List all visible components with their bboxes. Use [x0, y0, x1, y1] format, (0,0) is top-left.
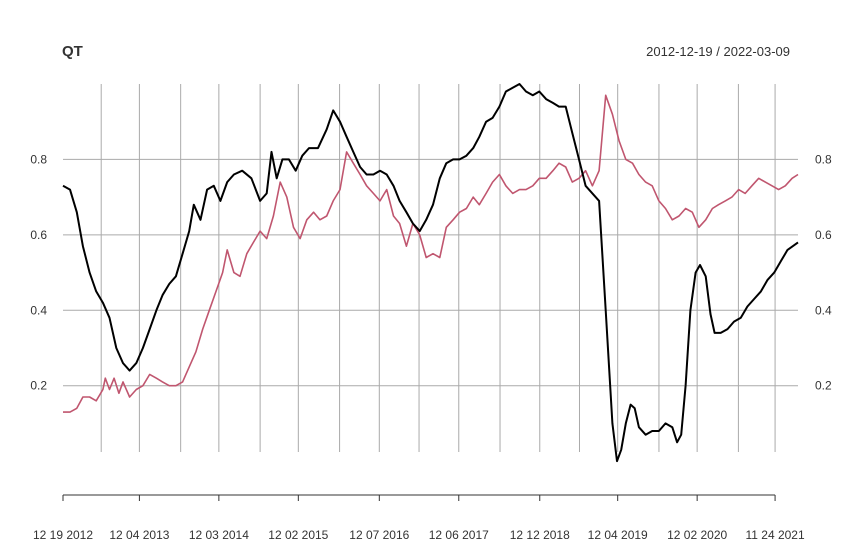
chart-date-range: 2012-12-19 / 2022-03-09 — [646, 44, 790, 59]
x-tick-label: 12 19 2012 — [33, 528, 93, 542]
x-tick-label: 12 04 2013 — [109, 528, 169, 542]
y-tick-label-right: 0.4 — [815, 303, 832, 317]
y-axis-left: 0.2 0.4 0.6 0.8 — [30, 152, 47, 392]
x-tick-label: 12 03 2014 — [189, 528, 249, 542]
y-tick-label-right: 0.6 — [815, 228, 832, 242]
y-tick-label-right: 0.8 — [815, 152, 832, 166]
y-axis-right: 0.2 0.4 0.6 0.8 — [815, 152, 832, 392]
x-axis: 12 19 2012 12 04 2013 12 03 2014 12 02 2015… — [33, 494, 805, 542]
x-tick-label: 12 02 2015 — [268, 528, 328, 542]
y-tick-label-left: 0.6 — [30, 228, 47, 242]
grid — [63, 84, 798, 452]
y-tick-label-left: 0.8 — [30, 152, 47, 166]
chart-title: QT — [62, 43, 83, 60]
x-tick-label: 12 02 2020 — [667, 528, 727, 542]
x-tick-label: 12 04 2019 — [588, 528, 648, 542]
series-line-2 — [63, 94, 799, 413]
y-tick-label-right: 0.2 — [815, 379, 832, 393]
series-line-1 — [62, 83, 799, 463]
x-tick-label: 12 07 2016 — [349, 528, 409, 542]
x-tick-label: 12 06 2017 — [429, 528, 489, 542]
x-tick-label: 11 24 2021 — [745, 528, 804, 542]
y-tick-label-left: 0.2 — [30, 379, 47, 393]
x-tick-label: 12 12 2018 — [510, 528, 570, 542]
series-lines — [62, 83, 799, 463]
y-tick-label-left: 0.4 — [30, 303, 47, 317]
